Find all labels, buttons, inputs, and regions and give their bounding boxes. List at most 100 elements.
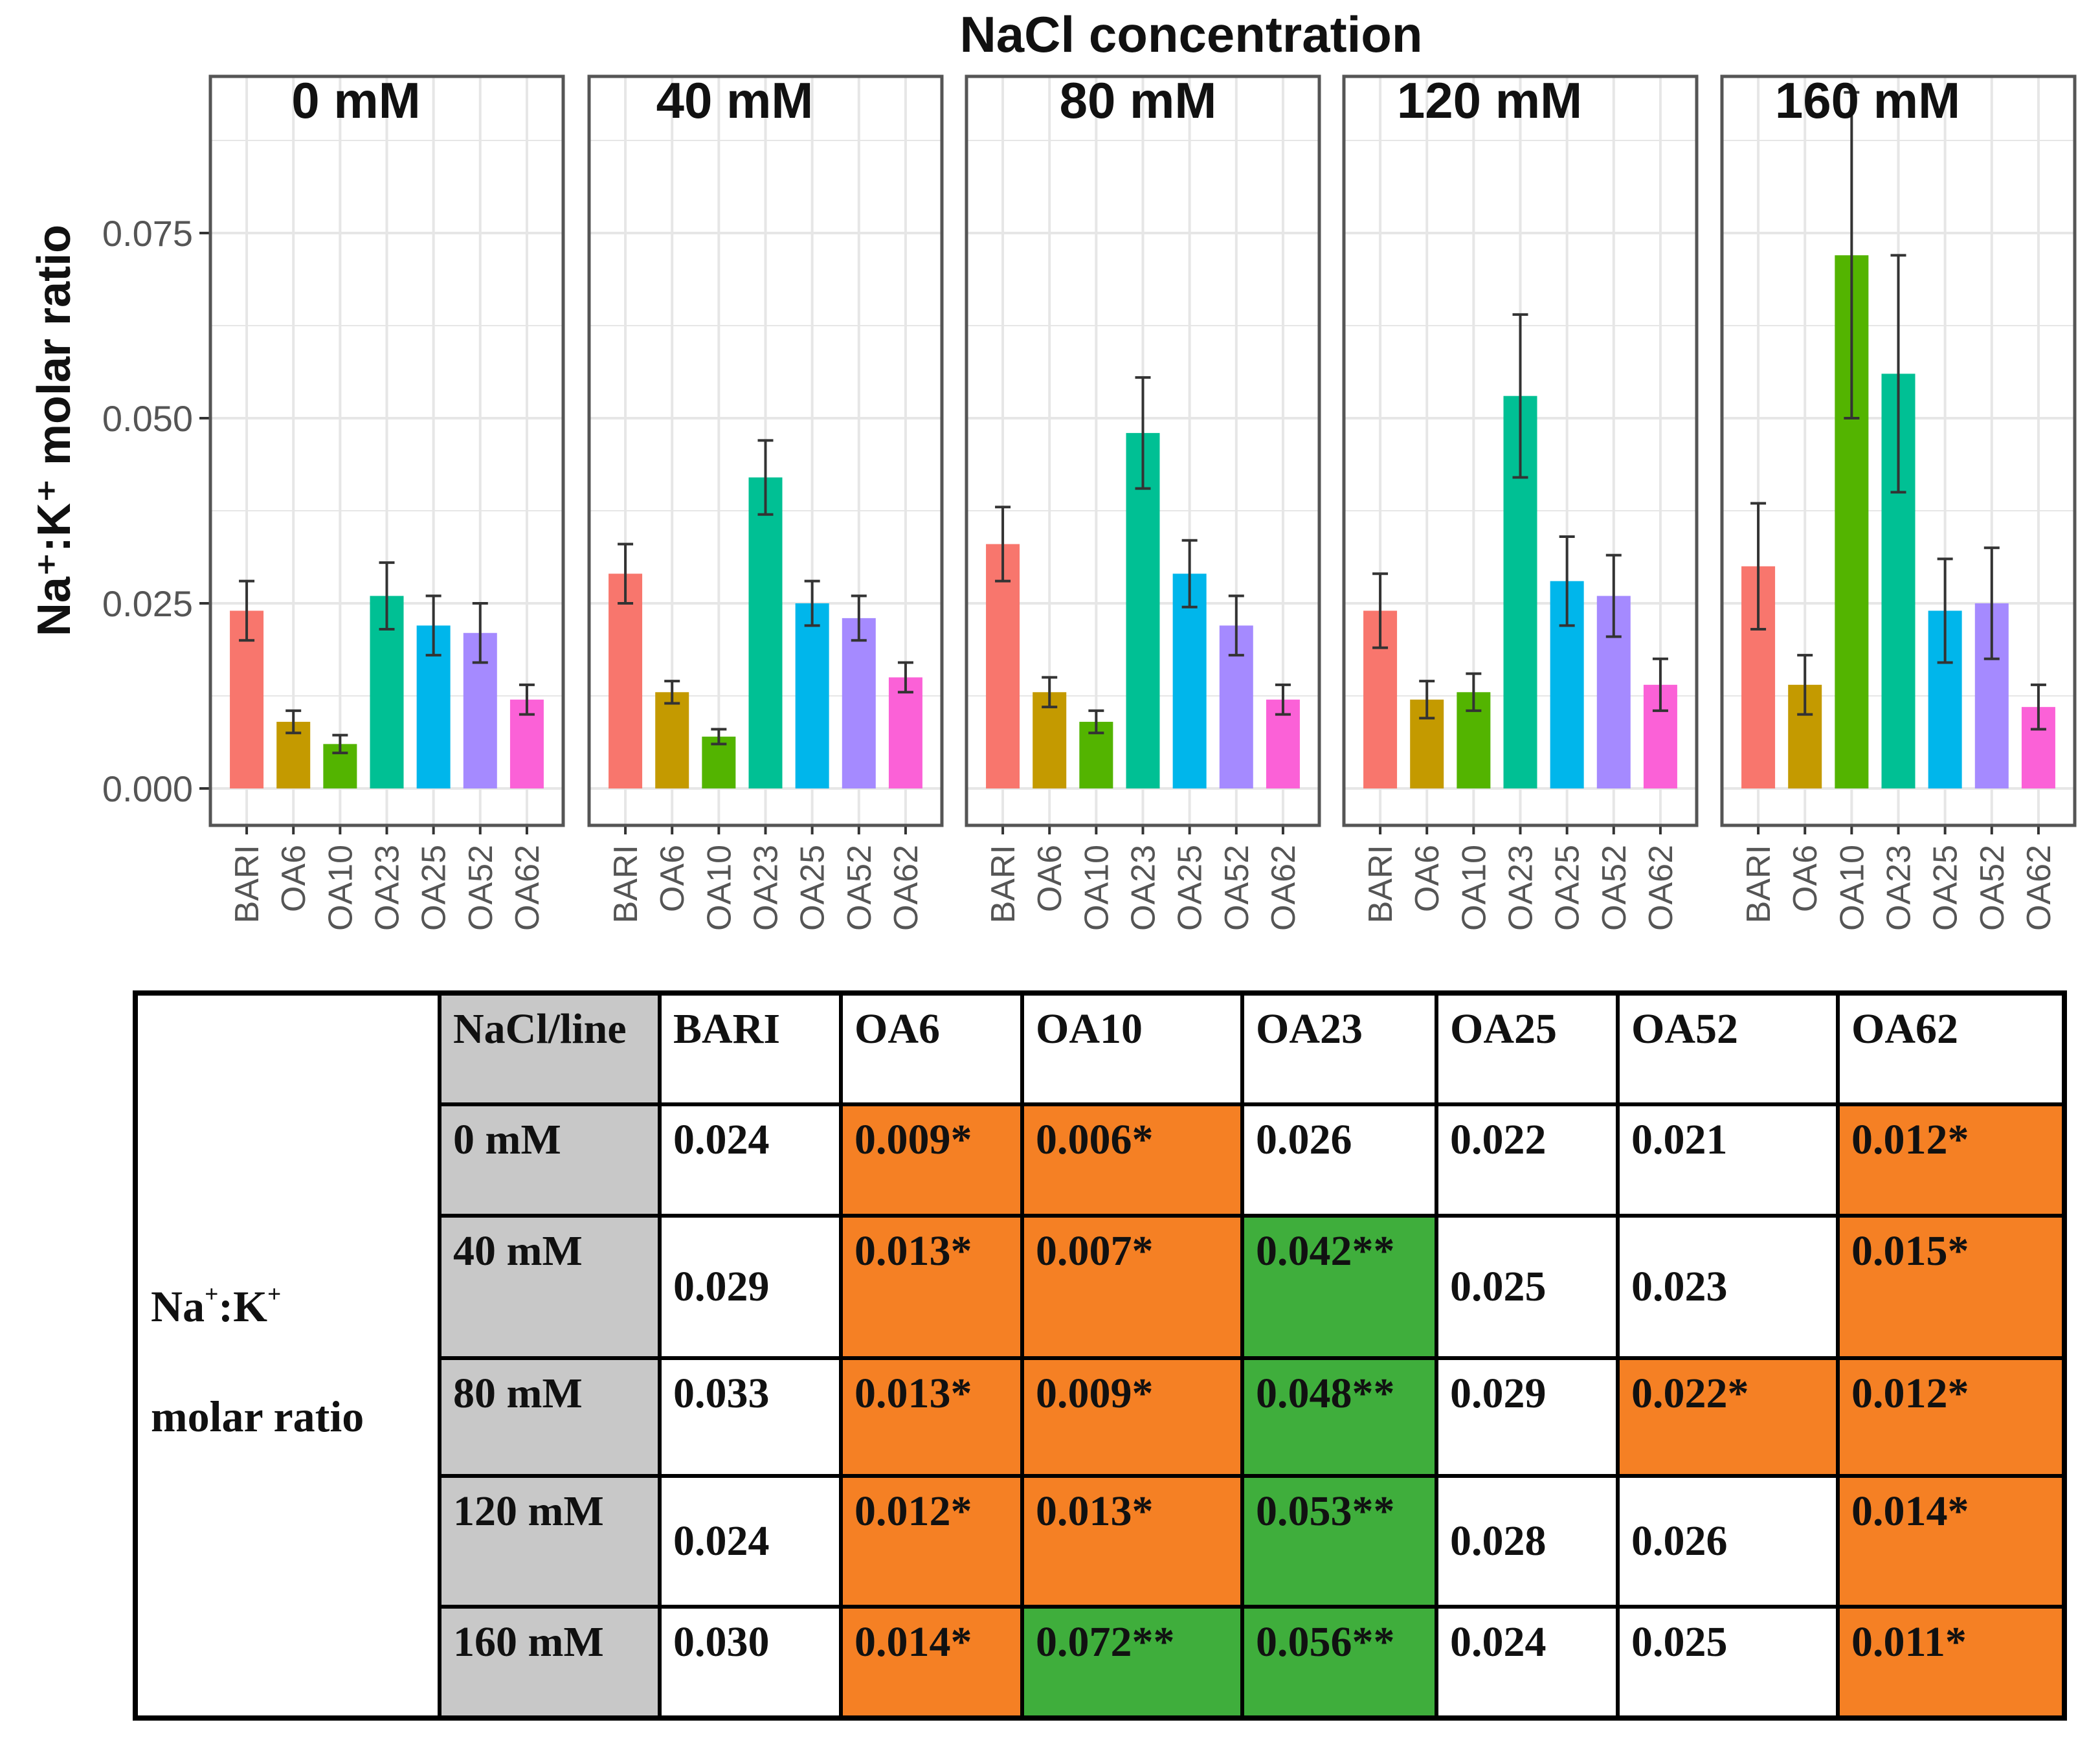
facet-label: 120 mM <box>1397 72 1582 129</box>
table-cell: 0.022 <box>1435 1102 1620 1218</box>
y-axis-label: Na⁺:K⁺ molar ratio <box>28 225 80 636</box>
table-cell: 0.029 <box>658 1213 843 1361</box>
facet-label: 40 mM <box>656 72 814 129</box>
column-header: OA25 <box>1435 991 1620 1106</box>
x-tick-label: BARI <box>985 845 1022 923</box>
table-cell: 0.011* <box>1836 1605 2066 1720</box>
bar-oa62 <box>888 677 922 788</box>
corner-header: NaCl/line <box>438 991 662 1106</box>
x-tick-label: BARI <box>229 845 266 923</box>
facet-panel: BARI OA6 OA10 OA23 OA25 OA52 OA62 120 mM <box>1342 72 1699 931</box>
bar-oa23 <box>748 477 783 788</box>
table-cell: 0.072** <box>1020 1605 1244 1720</box>
x-tick-label: OA23 <box>1125 845 1163 931</box>
column-header: BARI <box>658 991 843 1106</box>
side-label-text: :K <box>218 1281 267 1331</box>
y-tick-label: 0.050 <box>102 398 193 439</box>
panel-border <box>1342 74 1699 827</box>
table-cell: 0.023 <box>1616 1213 1840 1361</box>
side-label-sup: + <box>205 1281 219 1308</box>
x-tick-label: BARI <box>1740 845 1778 923</box>
side-label-sup: + <box>267 1281 282 1308</box>
table-cell: 0.014* <box>1836 1473 2066 1609</box>
x-tick-label: OA25 <box>1172 845 1209 931</box>
table-cell: 0.009* <box>839 1102 1024 1218</box>
facet-label: 80 mM <box>1060 72 1217 129</box>
table-cell: 0.022* <box>1616 1356 1840 1478</box>
x-tick-label: OA6 <box>1787 845 1824 912</box>
x-tick-label: OA25 <box>416 845 453 931</box>
table-cell: 0.026 <box>1240 1102 1438 1218</box>
panel-border <box>965 74 1321 827</box>
column-header: OA52 <box>1616 991 1840 1106</box>
table-cell: 0.024 <box>658 1473 843 1609</box>
row-header: 80 mM <box>438 1356 662 1478</box>
x-tick-label: OA52 <box>462 845 500 931</box>
table-row: 120 mM 0.024 0.012* 0.013* 0.053** 0.028 0.026… <box>135 1473 2066 1609</box>
panel-border <box>587 74 944 827</box>
table-cell: 0.029 <box>1435 1356 1620 1478</box>
panel-border <box>208 74 565 827</box>
table-cell: 0.007* <box>1020 1213 1244 1361</box>
y-tick-label: 0.025 <box>102 583 193 624</box>
x-tick-label: OA10 <box>700 845 738 931</box>
row-header: 160 mM <box>438 1605 662 1720</box>
x-tick-label: OA52 <box>1974 845 2011 931</box>
x-tick-label: OA6 <box>275 845 313 912</box>
x-tick-label: OA23 <box>1881 845 1918 931</box>
column-header: OA6 <box>839 991 1024 1106</box>
x-tick-label: OA62 <box>888 845 925 931</box>
table-row: 40 mM 0.029 0.013* 0.007* 0.042** 0.025 0.023 0… <box>135 1213 2066 1361</box>
facet-panel: BARI OA6 OA10 OA23 OA25 OA52 OA62 80 mM <box>965 72 1321 931</box>
x-tick-label: OA23 <box>1502 845 1540 931</box>
row-header: 40 mM <box>438 1213 662 1361</box>
x-tick-label: OA62 <box>509 845 546 931</box>
chart-title: NaCl concentration <box>959 6 1422 63</box>
bar-oa25 <box>795 603 829 788</box>
table-cell: 0.025 <box>1616 1605 1840 1720</box>
table-cell: 0.048** <box>1240 1356 1438 1478</box>
bar-oa6 <box>655 692 689 788</box>
panel-border <box>1720 74 2077 827</box>
x-tick-label: OA62 <box>1265 845 1302 931</box>
bar-oa23 <box>1126 432 1160 788</box>
table-row: 0 mM 0.024 0.009* 0.006* 0.026 0.022 0.021 0.01… <box>135 1102 2066 1218</box>
table-cell: 0.012* <box>1836 1356 2066 1478</box>
facet-label: 160 mM <box>1775 72 1960 129</box>
x-tick-label: OA52 <box>841 845 878 931</box>
bar-bari <box>609 574 643 788</box>
y-tick-label: 0.000 <box>102 768 193 809</box>
table-cell: 0.012* <box>839 1473 1024 1609</box>
x-tick-label: BARI <box>1362 845 1400 923</box>
table-cell: 0.030 <box>658 1605 843 1720</box>
x-tick-label: OA52 <box>1218 845 1256 931</box>
table-cell: 0.015* <box>1836 1213 2066 1361</box>
table-row: 80 mM 0.033 0.013* 0.009* 0.048** 0.029 0.022*… <box>135 1356 2066 1478</box>
table-cell: 0.021 <box>1616 1102 1840 1218</box>
column-header: OA62 <box>1836 991 2066 1106</box>
x-tick-label: OA10 <box>322 845 359 931</box>
row-header: 120 mM <box>438 1473 662 1609</box>
x-tick-label: OA62 <box>2020 845 2058 931</box>
table-cell: 0.025 <box>1435 1213 1620 1361</box>
x-tick-label: OA23 <box>748 845 785 931</box>
column-header: OA23 <box>1240 991 1438 1106</box>
x-tick-label: OA6 <box>654 845 691 912</box>
side-label-text: molar ratio <box>151 1391 364 1441</box>
x-tick-label: OA25 <box>794 845 832 931</box>
x-tick-label: OA10 <box>1833 845 1871 931</box>
table-cell: 0.013* <box>839 1356 1024 1478</box>
table-cell: 0.053** <box>1240 1473 1438 1609</box>
table-cell: 0.042** <box>1240 1213 1438 1361</box>
facet-panel: BARI OA6 OA10 OA23 OA25 OA52 OA62 0 mM <box>208 72 565 931</box>
table-cell: 0.013* <box>1020 1473 1244 1609</box>
table-cell: 0.056** <box>1240 1605 1438 1720</box>
x-tick-label: OA52 <box>1596 845 1633 931</box>
x-tick-label: OA6 <box>1031 845 1069 912</box>
table-cell: 0.024 <box>1435 1605 1620 1720</box>
table-row: 160 mM 0.030 0.014* 0.072** 0.056** 0.024 0.02… <box>135 1605 2066 1720</box>
column-header: OA10 <box>1020 991 1244 1106</box>
x-tick-label: OA62 <box>1642 845 1680 931</box>
table-cell: 0.014* <box>839 1605 1024 1720</box>
x-tick-label: OA6 <box>1409 845 1446 912</box>
